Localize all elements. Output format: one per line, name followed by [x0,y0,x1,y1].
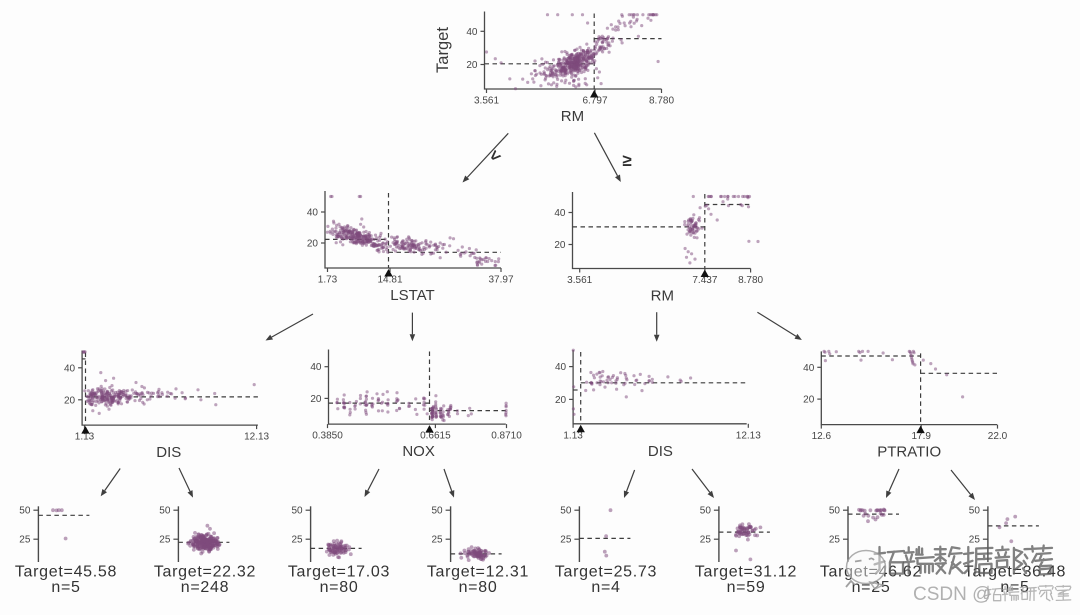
svg-text:12.13: 12.13 [736,430,761,441]
svg-text:0.6615: 0.6615 [420,431,451,442]
svg-text:14.81: 14.81 [377,275,402,286]
svg-text:22.0: 22.0 [988,431,1008,442]
svg-text:25: 25 [291,535,303,546]
svg-text:25: 25 [159,535,171,546]
svg-text:n=80: n=80 [320,579,359,596]
svg-text:PTRATIO: PTRATIO [877,444,941,461]
svg-text:Target=45.58: Target=45.58 [15,564,117,581]
svg-text:20: 20 [554,240,566,251]
svg-text:8.780: 8.780 [738,275,763,286]
svg-text:25: 25 [560,535,572,546]
svg-text:1.13: 1.13 [563,430,583,441]
svg-text:50: 50 [431,506,443,517]
svg-text:n=80: n=80 [459,579,498,596]
svg-text:≥: ≥ [622,151,631,170]
svg-text:DIS: DIS [156,444,181,461]
svg-text:Target=25.73: Target=25.73 [555,564,657,581]
svg-text:12.6: 12.6 [812,431,832,442]
svg-text:0.3850: 0.3850 [312,431,343,442]
svg-text:NOX: NOX [402,443,435,460]
svg-text:37.97: 37.97 [488,275,513,286]
svg-text:Target: Target [434,27,452,73]
svg-text:RM: RM [651,288,674,305]
svg-text:0.8710: 0.8710 [491,431,522,442]
svg-text:1.13: 1.13 [75,432,95,443]
svg-text:25: 25 [829,535,841,546]
svg-text:8.780: 8.780 [649,96,674,107]
svg-text:40: 40 [64,363,76,374]
svg-text:40: 40 [555,362,567,373]
svg-text:20: 20 [310,394,322,405]
svg-text:25: 25 [431,535,443,546]
svg-text:7.437: 7.437 [692,275,717,286]
svg-text:20: 20 [307,239,319,250]
svg-text:17.9: 17.9 [911,431,931,442]
svg-text:50: 50 [829,506,841,517]
svg-text:50: 50 [700,506,712,517]
svg-text:50: 50 [969,506,981,517]
svg-text:<: < [485,146,505,167]
svg-text:3.561: 3.561 [474,96,499,107]
svg-text:40: 40 [466,27,478,38]
svg-text:40: 40 [310,362,322,373]
svg-text:40: 40 [803,363,815,374]
svg-text:40: 40 [307,208,319,219]
svg-text:LSTAT: LSTAT [390,287,434,304]
svg-text:20: 20 [466,60,478,71]
svg-text:50: 50 [560,506,572,517]
svg-text:Target=46.62: Target=46.62 [820,564,922,581]
svg-text:CSDN @: CSDN @ [913,584,991,605]
svg-text:6.797: 6.797 [582,96,607,107]
svg-text:RM: RM [561,108,584,125]
svg-text:50: 50 [291,506,303,517]
svg-text:25: 25 [700,535,712,546]
svg-text:12.13: 12.13 [244,432,269,443]
svg-text:20: 20 [803,395,815,406]
svg-text:20: 20 [64,395,76,406]
svg-text:50: 50 [159,506,171,517]
svg-text:50: 50 [19,506,31,517]
svg-text:n=4: n=4 [591,579,620,596]
svg-text:20: 20 [555,395,567,406]
svg-text:n=248: n=248 [181,579,229,596]
svg-text:Target=22.32: Target=22.32 [154,564,256,581]
svg-text:DIS: DIS [648,443,673,460]
svg-text:25: 25 [969,535,981,546]
svg-text:25: 25 [19,535,31,546]
svg-text:3.561: 3.561 [567,275,592,286]
svg-text:n=5: n=5 [51,579,80,596]
svg-text:Target=12.31: Target=12.31 [427,564,529,581]
svg-text:1.73: 1.73 [318,275,338,286]
svg-text:Target=31.12: Target=31.12 [695,564,797,581]
svg-text:Target=17.03: Target=17.03 [288,564,390,581]
svg-text:40: 40 [554,208,566,219]
svg-text:n=59: n=59 [727,579,766,596]
